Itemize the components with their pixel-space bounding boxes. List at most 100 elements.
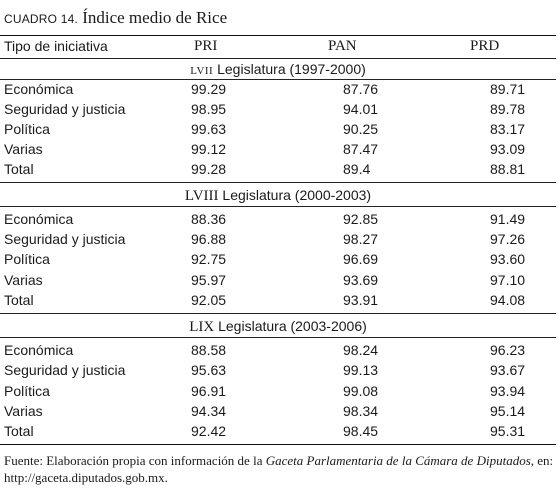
row-label: Seguridad y justicia <box>4 231 126 247</box>
cell-prd: 95.14 <box>490 403 526 419</box>
cell-prd: 95.31 <box>490 423 526 439</box>
cell-prd: 97.10 <box>490 272 526 288</box>
section-rule <box>0 206 556 207</box>
table-number: CUADRO 14. <box>4 12 79 26</box>
row-label: Varias <box>4 272 43 288</box>
table-row: Económica 99.29 87.76 89.71 <box>0 79 556 99</box>
table-row-total: Total 92.05 93.91 94.08 <box>0 290 556 310</box>
row-label: Económica <box>4 81 74 97</box>
section-rule <box>0 313 556 314</box>
section-heading: LVIII Legislatura (2000-2003) <box>0 185 556 205</box>
legislature-number: LIX <box>189 319 215 335</box>
cell-prd: 93.94 <box>490 383 526 399</box>
cell-pri: 92.05 <box>191 292 227 308</box>
source-url: http://gaceta.diputados.gob.mx. <box>4 470 168 485</box>
cell-pri: 88.58 <box>191 342 227 358</box>
row-label: Seguridad y justicia <box>4 362 126 378</box>
legislature-period: Legislatura (1997-2000) <box>217 61 366 77</box>
top-rule <box>0 35 556 36</box>
cell-pan: 96.69 <box>343 251 379 267</box>
table-row: Seguridad y justicia 98.95 94.01 89.78 <box>0 99 556 119</box>
source-publication: Gaceta Parlamentaria de la Cámara de Dip… <box>265 453 531 468</box>
header-row: Tipo de iniciativa PRI PAN PRD <box>0 36 556 56</box>
header-rule <box>0 58 556 59</box>
row-label: Total <box>4 292 34 308</box>
table-title: CUADRO 14. Índice medio de Rice <box>4 8 227 28</box>
row-label: Total <box>4 423 34 439</box>
section-rule <box>0 337 556 338</box>
cell-pan: 99.08 <box>343 383 379 399</box>
table-row: Seguridad y justicia 96.88 98.27 97.26 <box>0 229 556 249</box>
table-row: Política 99.63 90.25 83.17 <box>0 119 556 139</box>
cell-pri: 95.97 <box>191 272 227 288</box>
cell-prd: 97.26 <box>490 231 526 247</box>
header-tipo: Tipo de iniciativa <box>4 38 108 54</box>
cell-pri: 98.95 <box>191 101 227 117</box>
cell-pan: 98.45 <box>343 423 379 439</box>
legislature-period: Legislatura (2003-2006) <box>218 318 367 334</box>
cell-prd: 94.08 <box>490 292 526 308</box>
table-row: Política 96.91 99.08 93.94 <box>0 381 556 401</box>
header-prd: PRD <box>470 38 500 54</box>
table-row: Varias 95.97 93.69 97.10 <box>0 270 556 290</box>
cell-prd: 89.78 <box>490 101 526 117</box>
table-caption: Índice medio de Rice <box>82 8 228 27</box>
cell-pan: 93.91 <box>343 292 379 308</box>
section-rule <box>0 79 556 80</box>
cell-pri: 99.63 <box>191 121 227 137</box>
legislature-period: Legislatura (2000-2003) <box>222 187 372 203</box>
legislature-number: LVIII <box>184 188 219 204</box>
table-row-total: Total 99.28 89.4 88.81 <box>0 159 556 179</box>
section-heading: LIX Legislatura (2003-2006) <box>0 316 556 336</box>
table-row: Varias 99.12 87.47 93.09 <box>0 139 556 159</box>
header-pri: PRI <box>194 38 218 54</box>
cell-pan: 94.01 <box>343 101 379 117</box>
table-row: Política 92.75 96.69 93.60 <box>0 249 556 269</box>
cell-pri: 88.36 <box>191 211 227 227</box>
cell-pri: 94.34 <box>191 403 227 419</box>
cell-pan: 99.13 <box>343 362 379 378</box>
cell-pan: 90.25 <box>343 121 379 137</box>
cell-pri: 99.29 <box>191 81 227 97</box>
row-label: Total <box>4 161 34 177</box>
section-heading: LVII Legislatura (1997-2000) <box>0 59 556 79</box>
cell-pan: 92.85 <box>343 211 379 227</box>
row-label: Económica <box>4 342 74 358</box>
source-suffix: , en: <box>530 453 554 468</box>
cell-pan: 87.76 <box>343 81 379 97</box>
row-label: Económica <box>4 211 74 227</box>
section-rule <box>0 182 556 183</box>
source-prefix: Fuente: Elaboración propia con informaci… <box>4 453 266 468</box>
table-row-total: Total 92.42 98.45 95.31 <box>0 421 556 441</box>
row-label: Seguridad y justicia <box>4 101 126 117</box>
cell-prd: 88.81 <box>490 161 526 177</box>
cell-prd: 83.17 <box>490 121 526 137</box>
table-row: Económica 88.36 92.85 91.49 <box>0 209 556 229</box>
row-label: Política <box>4 251 50 267</box>
cell-prd: 91.49 <box>490 211 526 227</box>
cell-pan: 98.24 <box>343 342 379 358</box>
bottom-rule <box>0 444 556 445</box>
source-note: Fuente: Elaboración propia con informaci… <box>4 452 554 486</box>
table-row: Económica 88.58 98.24 96.23 <box>0 340 556 360</box>
cell-pri: 92.75 <box>191 251 227 267</box>
row-label: Varias <box>4 141 43 157</box>
row-label: Varias <box>4 403 43 419</box>
cell-prd: 89.71 <box>490 81 526 97</box>
cell-prd: 93.09 <box>490 141 526 157</box>
legislature-number: LVII <box>190 65 214 77</box>
cell-pri: 95.63 <box>191 362 227 378</box>
row-label: Política <box>4 383 50 399</box>
header-pan: PAN <box>328 38 357 54</box>
cell-pri: 96.88 <box>191 231 227 247</box>
cell-prd: 93.67 <box>490 362 526 378</box>
table-row: Varias 94.34 98.34 95.14 <box>0 401 556 421</box>
cell-pan: 93.69 <box>343 272 379 288</box>
cell-pan: 89.4 <box>343 161 371 177</box>
table-row: Seguridad y justicia 95.63 99.13 93.67 <box>0 360 556 380</box>
cell-pan: 87.47 <box>343 141 379 157</box>
cell-pan: 98.34 <box>343 403 379 419</box>
cell-prd: 93.60 <box>490 251 526 267</box>
cell-pri: 99.28 <box>191 161 227 177</box>
cell-pri: 92.42 <box>191 423 227 439</box>
